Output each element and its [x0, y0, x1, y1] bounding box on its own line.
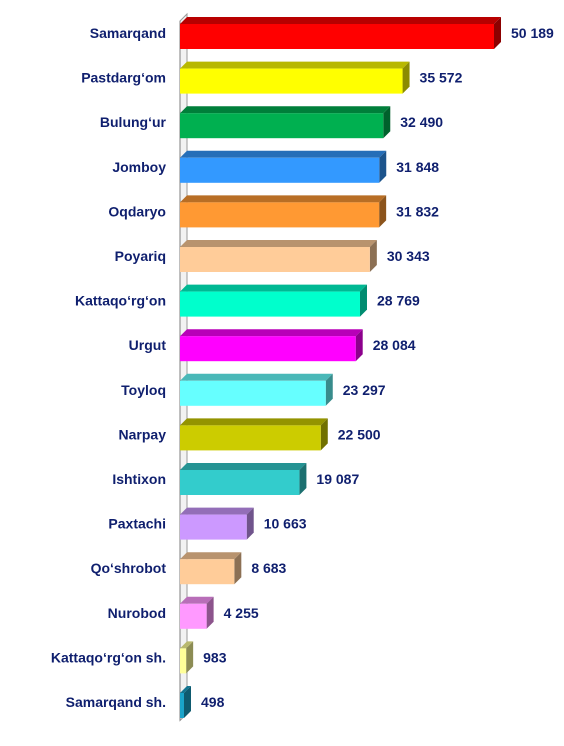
bar-11: [180, 463, 307, 495]
bar-side-face: [359, 284, 367, 317]
bar-front-face: [180, 648, 187, 674]
bar-top-face: [180, 641, 194, 649]
bar-14: [180, 596, 214, 629]
category-label: Ishtixon: [112, 471, 166, 487]
bar-10: [180, 418, 328, 451]
category-label: Kattaqo‘rg‘on sh.: [51, 649, 166, 665]
bar-side-face: [379, 195, 387, 228]
bar-front-face: [180, 202, 380, 228]
bar-8: [180, 329, 363, 362]
bar-3: [180, 106, 391, 139]
bar-side-face: [299, 463, 307, 495]
category-label: Samarqand: [90, 25, 166, 41]
category-label: Qo‘shrobot: [91, 560, 167, 576]
value-label: 22 500: [338, 426, 381, 442]
bar-16: [180, 686, 191, 718]
bar-12: [180, 507, 254, 540]
bar-top-face: [180, 195, 387, 203]
chart-labels: Samarqand 50 189 Pastdarg‘om 35 572 Bulung‘u…: [51, 25, 554, 710]
bar-top-face: [180, 463, 307, 470]
bar-13: [180, 552, 242, 585]
value-label: 32 490: [400, 114, 443, 130]
bar-top-face: [180, 284, 367, 292]
bar-front-face: [180, 24, 494, 49]
bar-top-face: [180, 552, 242, 560]
value-label: 28 084: [373, 337, 416, 353]
bar-side-face: [383, 106, 391, 139]
bar-front-face: [180, 380, 326, 406]
bar-top-face: [180, 240, 377, 247]
value-label: 30 343: [387, 248, 430, 264]
category-label: Narpay: [119, 426, 167, 442]
value-label: 10 663: [264, 516, 307, 532]
value-label: 50 189: [511, 25, 554, 41]
bar-front-face: [180, 291, 360, 317]
category-label: Oqdaryo: [108, 203, 166, 219]
value-label: 498: [201, 694, 225, 710]
bar-side-face: [494, 17, 501, 49]
bar-15: [180, 641, 194, 674]
value-label: 28 769: [377, 293, 420, 309]
bar-top-face: [180, 106, 391, 114]
category-label: Jomboy: [112, 159, 166, 175]
bar-front-face: [180, 68, 403, 94]
bar-1: [180, 17, 501, 49]
bar-front-face: [180, 470, 300, 495]
bar-top-face: [180, 686, 191, 693]
bar-6: [180, 240, 377, 272]
category-label: Poyariq: [115, 248, 166, 264]
category-label: Nurobod: [108, 605, 166, 621]
category-label: Paxtachi: [108, 516, 166, 532]
value-label: 19 087: [316, 471, 359, 487]
bar-front-face: [180, 336, 356, 362]
bar-side-face: [355, 329, 363, 362]
value-label: 35 572: [420, 70, 463, 86]
bar-9: [180, 373, 333, 406]
bar-2: [180, 61, 410, 94]
bar-top-face: [180, 61, 410, 69]
bar-top-face: [180, 373, 333, 381]
bar-7: [180, 284, 367, 317]
bar-top-face: [180, 329, 363, 337]
category-label: Urgut: [129, 337, 167, 353]
value-label: 23 297: [343, 382, 386, 398]
bar-side-face: [206, 596, 214, 629]
bar-front-face: [180, 247, 370, 272]
bar-top-face: [180, 150, 387, 158]
bar-top-face: [180, 507, 254, 515]
category-label: Bulung‘ur: [100, 114, 167, 130]
value-label: 31 848: [396, 159, 439, 175]
category-label: Toyloq: [121, 382, 166, 398]
bar-front-face: [180, 559, 235, 585]
bar-top-face: [180, 17, 501, 24]
bar-side-face: [186, 641, 194, 674]
bar-side-face: [369, 240, 377, 272]
chart-bars: [180, 17, 501, 718]
bar-front-face: [180, 514, 247, 540]
bar-top-face: [180, 596, 214, 604]
bar-side-face: [246, 507, 254, 540]
value-label: 983: [203, 649, 227, 665]
bar-side-face: [320, 418, 328, 451]
bar-front-face: [180, 113, 384, 139]
value-label: 4 255: [224, 605, 259, 621]
category-label: Pastdarg‘om: [81, 70, 166, 86]
bar-front-face: [180, 603, 207, 629]
bar-4: [180, 150, 387, 183]
value-label: 31 832: [396, 203, 439, 219]
bar-front-face: [180, 425, 321, 451]
bar-side-face: [379, 150, 387, 183]
bar-front-face: [180, 693, 184, 718]
value-label: 8 683: [251, 560, 286, 576]
bar-front-face: [180, 157, 380, 183]
bar-top-face: [180, 418, 328, 426]
bar-side-face: [184, 686, 191, 718]
bar-5: [180, 195, 387, 228]
category-label: Kattaqo‘rg‘on: [75, 293, 166, 309]
category-label: Samarqand sh.: [66, 694, 166, 710]
bar-side-face: [402, 61, 410, 94]
bar-side-face: [325, 373, 333, 406]
bar-side-face: [234, 552, 242, 585]
